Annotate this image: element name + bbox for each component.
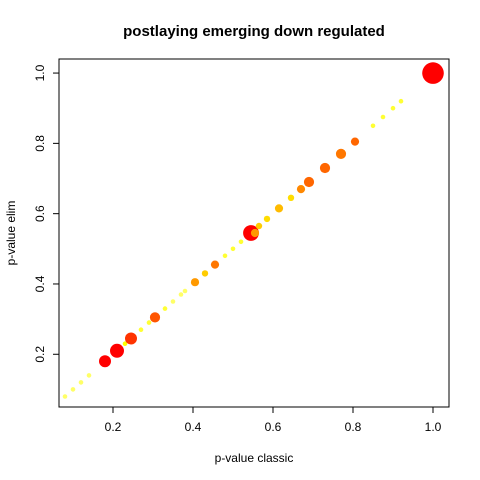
data-point: [78, 380, 84, 385]
data-point: [255, 222, 263, 230]
x-tick-label: 1.0: [425, 420, 442, 434]
data-point: [170, 299, 176, 304]
data-point: [274, 204, 284, 213]
data-point: [303, 176, 315, 188]
x-axis: 0.2 0.4 0.6 0.8 1.0: [105, 407, 442, 434]
points-layer: [62, 62, 444, 399]
data-point: [350, 137, 360, 146]
data-point: [250, 228, 260, 238]
data-point: [238, 239, 244, 245]
data-point: [296, 185, 306, 194]
data-point: [62, 394, 68, 399]
data-point: [230, 246, 236, 252]
data-point: [335, 148, 347, 159]
data-point: [398, 98, 404, 104]
x-tick-label: 0.4: [185, 420, 202, 434]
chart-title: postlaying emerging down regulated: [123, 23, 385, 40]
data-point: [182, 288, 188, 294]
x-axis-label: p-value classic: [215, 451, 294, 465]
data-point: [222, 253, 228, 259]
x-tick-label: 0.6: [265, 420, 282, 434]
data-point: [110, 343, 124, 358]
y-tick-label: 0.2: [33, 346, 47, 363]
y-tick-label: 1.0: [33, 64, 47, 81]
plot-box: [58, 58, 450, 408]
data-point: [86, 373, 92, 378]
y-axis: 0.2 0.4 0.6 0.8 1.0: [33, 64, 59, 363]
data-point: [146, 320, 152, 325]
data-point: [380, 114, 386, 120]
x-tick-label: 0.2: [105, 420, 122, 434]
y-tick-label: 0.8: [33, 135, 47, 152]
y-tick-label: 0.6: [33, 205, 47, 222]
data-point: [287, 194, 295, 201]
y-tick-label: 0.4: [33, 275, 47, 292]
data-point: [370, 123, 376, 129]
data-point: [99, 355, 111, 368]
x-tick-label: 0.8: [345, 420, 362, 434]
data-point: [390, 105, 396, 111]
data-point: [138, 327, 144, 333]
data-point: [122, 341, 128, 347]
data-point: [70, 387, 76, 392]
data-point: [178, 292, 184, 297]
data-point: [422, 62, 444, 84]
data-point: [210, 260, 220, 269]
data-point: [162, 306, 168, 311]
data-point: [319, 162, 331, 174]
y-axis-label: p-value elim: [4, 201, 18, 266]
data-point: [201, 270, 209, 277]
data-point: [149, 312, 161, 323]
data-point: [190, 278, 200, 287]
data-point: [125, 332, 137, 345]
data-point: [263, 215, 271, 223]
